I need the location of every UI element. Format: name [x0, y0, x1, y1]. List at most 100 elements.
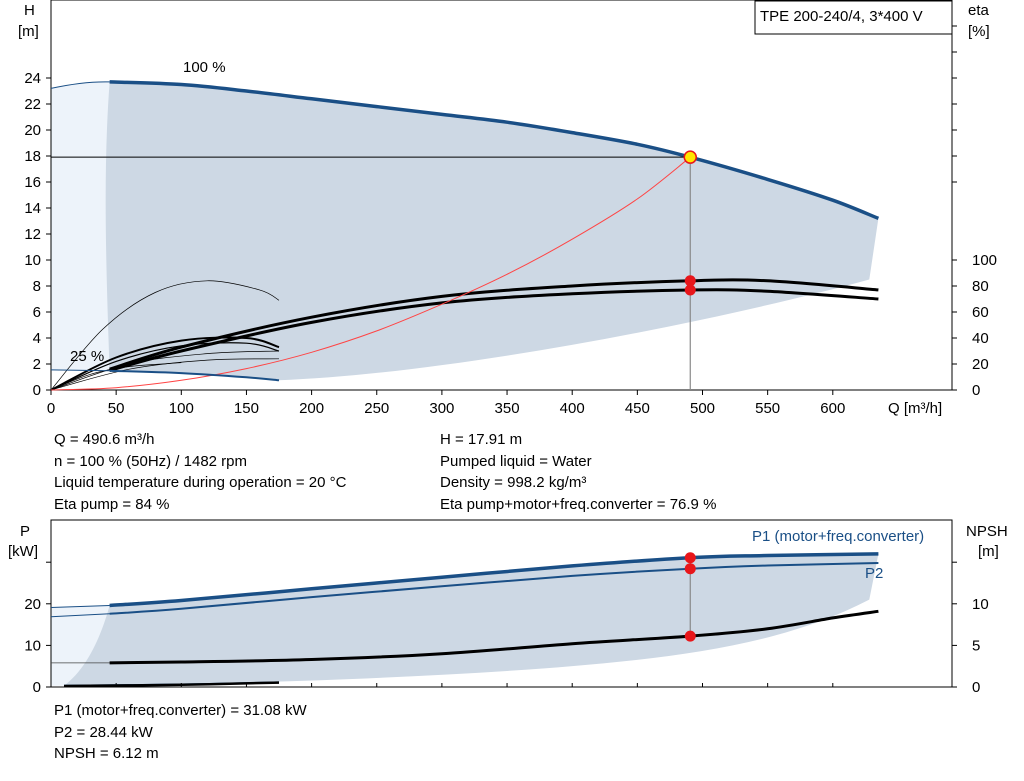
q-tick-label: 150: [234, 400, 259, 417]
eta-tick-label: 60: [972, 304, 989, 321]
h-axis-label: H: [24, 2, 35, 19]
head-chart: 0 50 100 150 200 250 300 350 400 450 500 550 600 024…: [18, 0, 997, 417]
power-envelope: [64, 553, 879, 686]
eta-axis-ticks: 0 20 40 60 80 100: [952, 25, 997, 399]
q-tick-label: 350: [495, 400, 520, 417]
p1-curve: [109, 552, 879, 608]
h-tick-label: 6: [33, 304, 41, 321]
h-axis-unit: [m]: [18, 23, 39, 40]
q-tick-label: 50: [108, 400, 125, 417]
h-tick-label: 14: [24, 200, 41, 217]
npsh-tick-label: 10: [972, 596, 989, 613]
duty-point-marker[interactable]: [683, 150, 698, 164]
eta-tick-label: 0: [972, 382, 980, 399]
head-curve-100: [109, 80, 880, 221]
eta-axis-unit: [%]: [968, 23, 990, 40]
h-tick-label: 24: [24, 70, 41, 87]
q-tick-label: 600: [820, 400, 845, 417]
q-tick-label: 300: [429, 400, 454, 417]
q-tick-label: 100: [169, 400, 194, 417]
q-tick-label: 550: [755, 400, 780, 417]
head-plot-frame: [50, 0, 953, 391]
npsh-axis-unit: [m]: [978, 543, 999, 560]
info-p2: P2 = 28.44 kW: [54, 723, 153, 741]
p-axis-unit: [kW]: [8, 543, 38, 560]
q-axis-label: Q [m³/h]: [888, 400, 942, 417]
system-curve: [50, 156, 691, 391]
p-tick-label: 10: [24, 637, 41, 654]
p2-curve: [109, 562, 879, 615]
h-tick-label: 2: [33, 356, 41, 373]
info-eta-total: Eta pump+motor+freq.converter = 76.9 %: [440, 495, 717, 513]
q-tick-label: 500: [690, 400, 715, 417]
q-tick-label: 250: [364, 400, 389, 417]
h-tick-label: 0: [33, 382, 41, 399]
npsh-tick-label: 5: [972, 637, 980, 654]
h-tick-label: 18: [24, 148, 41, 165]
npsh-axis-label: NPSH: [966, 523, 1008, 540]
q-tick-label: 0: [47, 400, 55, 417]
info-density: Density = 998.2 kg/m³: [440, 474, 587, 491]
p1-curve-extension: [50, 604, 110, 609]
head-curve-100-extension: [50, 81, 110, 89]
speed-label-100: 100 %: [183, 59, 226, 76]
chart-title: TPE 200-240/4, 3*400 V: [760, 8, 923, 25]
info-top-right: H = 17.91 m Pumped liquid = Water Densit…: [440, 429, 716, 515]
eta-tick-label: 40: [972, 330, 989, 347]
q-axis-ticks-bottom: [50, 683, 834, 687]
eta-total-marker: [684, 284, 696, 296]
info-speed: n = 100 % (50Hz) / 1482 rpm: [54, 452, 248, 470]
p1-series-label: P1 (motor+freq.converter): [752, 528, 924, 545]
info-pumped-liquid: Pumped liquid = Water: [440, 452, 592, 470]
speed-label-25: 25 %: [70, 348, 104, 365]
p-tick-label: 0: [33, 679, 41, 696]
h-tick-label: 8: [33, 278, 41, 295]
npsh-tick-label: 0: [972, 679, 980, 696]
h-tick-label: 16: [24, 174, 41, 191]
npsh-curve: [109, 609, 879, 665]
q-tick-label: 400: [560, 400, 585, 417]
eta-fan-line: [50, 350, 280, 391]
info-eta-pump: Eta pump = 84 %: [54, 495, 170, 513]
p-tick-label: 20: [24, 596, 41, 613]
p2-marker: [684, 563, 696, 575]
eta-total-curve: [109, 288, 879, 372]
npsh-axis-ticks: 0 5 10: [952, 561, 989, 696]
p-curve-25-black: [63, 681, 280, 688]
eta-tick-label: 80: [972, 278, 989, 295]
head-curve-25-extension: [50, 369, 110, 372]
h-tick-label: 10: [24, 252, 41, 269]
info-bottom: P1 (motor+freq.converter) = 31.08 kW P2 …: [54, 700, 307, 765]
info-head: H = 17.91 m: [440, 431, 523, 448]
p-axis-label: P: [20, 523, 30, 540]
head-curve-25: [109, 369, 280, 382]
eta-tick-label: 100: [972, 252, 997, 269]
q-tick-label: 450: [625, 400, 650, 417]
info-npsh: NPSH = 6.12 m: [54, 745, 159, 762]
h-tick-label: 12: [24, 226, 41, 243]
p2-curve-extension: [50, 613, 110, 618]
p1-marker: [684, 552, 696, 564]
p-axis-ticks: 0 10 20: [24, 561, 51, 696]
eta-tick-label: 20: [972, 356, 989, 373]
h-tick-label: 20: [24, 122, 41, 139]
eta-min-speed-thin-curve: [50, 280, 280, 391]
eta-axis-label: eta: [968, 2, 990, 19]
h-tick-label: 4: [33, 330, 41, 347]
info-flow: Q = 490.6 m³/h: [54, 431, 155, 448]
npsh-marker: [684, 630, 696, 642]
eta-pump-curve: [109, 278, 879, 371]
eta-pump-25-curve: [50, 336, 280, 391]
h-tick-label: 22: [24, 96, 41, 113]
p2-series-label: P2: [865, 565, 883, 582]
info-top-left: Q = 490.6 m³/h n = 100 % (50Hz) / 1482 r…: [54, 429, 346, 515]
info-p1: P1 (motor+freq.converter) = 31.08 kW: [54, 702, 307, 719]
eta-fan-line: [50, 362, 182, 391]
title-box: [754, 0, 953, 35]
info-liquid-temperature: Liquid temperature during operation = 20…: [54, 474, 347, 491]
q-tick-label: 200: [299, 400, 324, 417]
head-envelope-full: [51, 81, 110, 371]
